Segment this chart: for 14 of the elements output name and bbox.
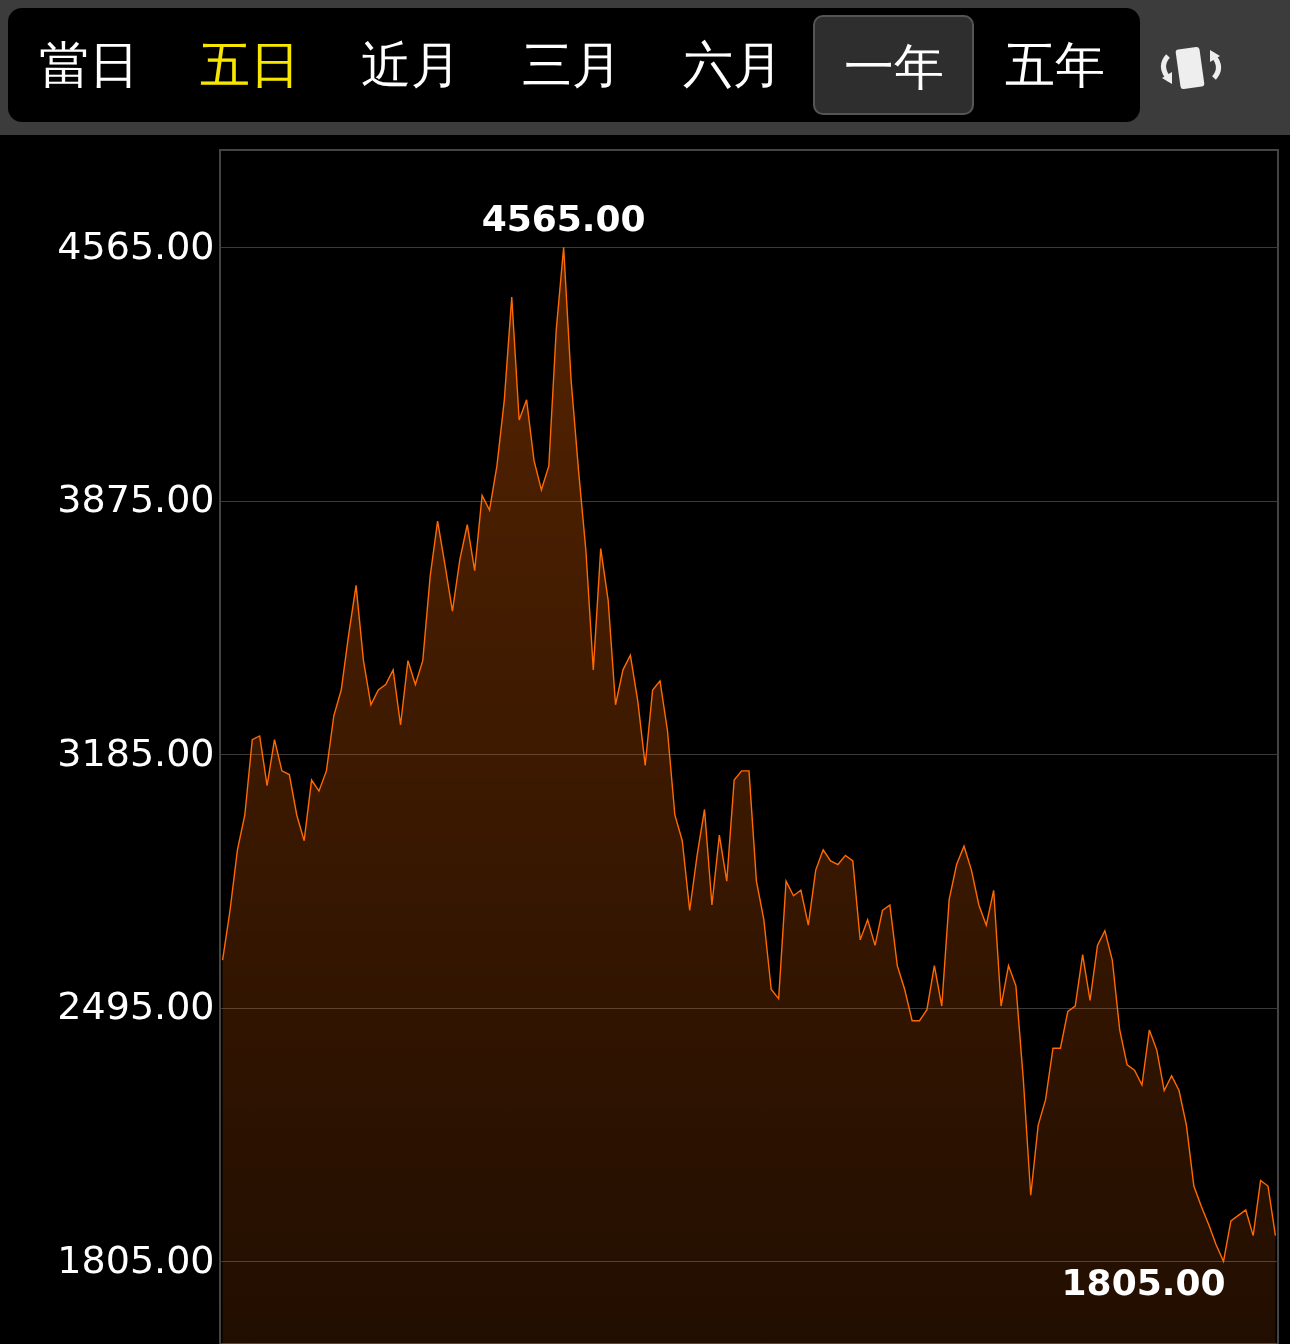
y-tick-label: 4565.00 [57,223,215,268]
y-tick-label: 3185.00 [57,730,215,775]
annotation: 1805.00 [1061,1262,1226,1304]
text: 一年 [813,15,974,115]
text: 六月 [681,35,784,96]
y-tick-label: 3875.00 [57,477,215,522]
text: 三月 [520,35,623,96]
annotation: 4565.00 [481,198,646,240]
text: 五年 [1003,35,1106,96]
y-tick-label: 1805.00 [57,1237,215,1282]
text: 當日 [37,35,140,96]
y-tick-label: 2495.00 [57,984,215,1029]
text: 五日 [198,35,301,96]
text: 近月 [359,35,462,96]
